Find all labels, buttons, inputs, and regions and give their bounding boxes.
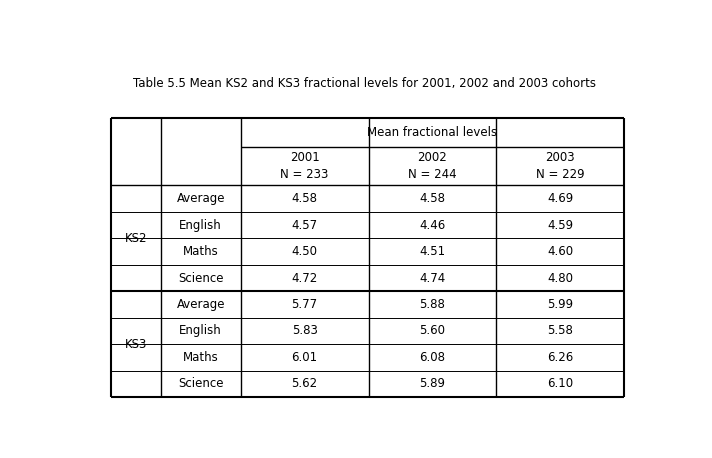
Text: English: English: [179, 324, 222, 338]
Text: 4.59: 4.59: [548, 218, 573, 232]
Text: 4.50: 4.50: [292, 245, 318, 258]
Text: 2003: 2003: [545, 151, 575, 164]
Text: 5.89: 5.89: [419, 377, 446, 390]
Text: 4.57: 4.57: [292, 218, 318, 232]
Text: N = 229: N = 229: [536, 169, 585, 181]
Text: 5.88: 5.88: [419, 298, 446, 311]
Text: N = 244: N = 244: [408, 169, 457, 181]
Text: 6.01: 6.01: [292, 351, 318, 364]
Text: Science: Science: [178, 272, 224, 284]
Text: 5.83: 5.83: [292, 324, 318, 338]
Text: 6.26: 6.26: [548, 351, 573, 364]
Text: English: English: [179, 218, 222, 232]
Text: Mean fractional levels: Mean fractional levels: [367, 126, 498, 139]
Text: 4.51: 4.51: [419, 245, 446, 258]
Text: 6.08: 6.08: [419, 351, 446, 364]
Text: 2001: 2001: [290, 151, 320, 164]
Text: 5.58: 5.58: [548, 324, 573, 338]
Text: Maths: Maths: [183, 245, 219, 258]
Text: 5.62: 5.62: [292, 377, 318, 390]
Text: 4.60: 4.60: [548, 245, 573, 258]
Text: 6.10: 6.10: [548, 377, 573, 390]
Text: 4.72: 4.72: [291, 272, 318, 284]
Text: 4.74: 4.74: [419, 272, 446, 284]
Text: 4.69: 4.69: [548, 192, 573, 205]
Text: 2002: 2002: [418, 151, 447, 164]
Text: 4.80: 4.80: [548, 272, 573, 284]
Text: 4.46: 4.46: [419, 218, 446, 232]
Text: Maths: Maths: [183, 351, 219, 364]
Text: 5.77: 5.77: [292, 298, 318, 311]
Text: Average: Average: [177, 192, 225, 205]
Text: Average: Average: [177, 298, 225, 311]
Text: Science: Science: [178, 377, 224, 390]
Text: 4.58: 4.58: [292, 192, 318, 205]
Text: 4.58: 4.58: [419, 192, 446, 205]
Text: 5.99: 5.99: [548, 298, 573, 311]
Text: KS3: KS3: [125, 338, 147, 351]
Text: N = 233: N = 233: [281, 169, 329, 181]
Text: 5.60: 5.60: [419, 324, 446, 338]
Text: KS2: KS2: [125, 232, 147, 245]
Text: Table 5.5 Mean KS2 and KS3 fractional levels for 2001, 2002 and 2003 cohorts: Table 5.5 Mean KS2 and KS3 fractional le…: [133, 76, 597, 90]
